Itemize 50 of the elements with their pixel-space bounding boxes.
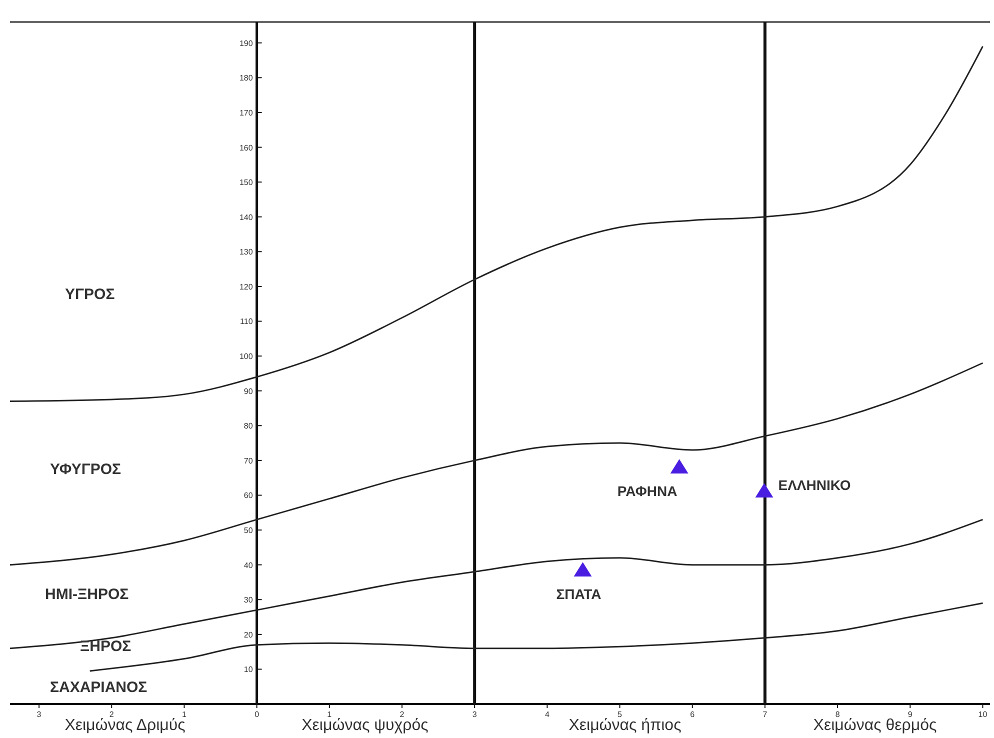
series-label: ΕΛΛΗΝΙΚΟ — [778, 476, 851, 493]
y-tick-label: 160 — [239, 143, 254, 152]
x-tick-label: 7 — [762, 710, 768, 719]
annotation: ΥΦΥΓΡΟΣ — [50, 460, 122, 478]
series-label: ΡΑΦΗΝΑ — [617, 482, 678, 499]
x-tick-label: 10 — [978, 710, 988, 719]
point — [755, 483, 774, 498]
annotation: ΞΗΡΟΣ — [80, 638, 132, 655]
x-tick-label: 0 — [254, 710, 260, 719]
x-tick-label: 8 — [835, 710, 840, 719]
x-tick-label: 1 — [327, 710, 332, 719]
y-tick-label: 70 — [244, 456, 254, 466]
y-tick-label: 170 — [239, 108, 254, 118]
y-tick-label: 40 — [244, 560, 254, 570]
annotation: ΥΓΡΟΣ — [65, 286, 115, 303]
point — [574, 562, 592, 576]
x-tick-label: 4 — [544, 710, 550, 719]
x-tick-label: 5 — [618, 710, 623, 719]
x-tick-label: 9 — [908, 710, 913, 719]
x-tick-label: 6 — [690, 710, 696, 719]
annotation: ΗΜΙ-ΞΗΡΟΣ — [45, 586, 129, 603]
x-tick-label: 3 — [36, 710, 42, 719]
y-tick-label: 100 — [239, 352, 254, 362]
point — [670, 459, 688, 474]
x-tick-label: 1 — [182, 710, 187, 719]
x-tick-label: 2 — [109, 710, 114, 719]
series-label: ΣΠΑΤΑ — [556, 586, 602, 602]
y-tick-label: 180 — [239, 74, 254, 83]
y-tick-label: 150 — [239, 178, 254, 188]
text: Χειμώνας θερμός — [813, 717, 938, 734]
line-series — [9, 518, 984, 650]
text: Χειμώνας ήπιος — [568, 717, 682, 734]
y-tick-label: 10 — [244, 665, 254, 674]
annotation: ΣΑΧΑΡΙΑΝΟΣ — [50, 678, 148, 696]
text: Χειμώνας ψυχρός — [302, 717, 429, 734]
y-tick-label: 90 — [244, 386, 254, 396]
y-tick-label: 50 — [244, 526, 254, 536]
y-tick-label: 80 — [244, 422, 254, 431]
y-tick-label: 120 — [239, 282, 254, 292]
line-series — [9, 46, 984, 402]
y-tick-label: 190 — [239, 38, 254, 48]
x-tick-label: 2 — [400, 710, 405, 719]
x-tick-label: 3 — [472, 710, 478, 719]
y-tick-label: 60 — [244, 491, 254, 500]
y-tick-label: 20 — [244, 630, 254, 640]
y-tick-label: 130 — [239, 248, 254, 257]
text: Χειμώνας Δριμύς — [64, 717, 186, 734]
y-tick-label: 140 — [239, 212, 254, 222]
y-tick-label: 110 — [240, 317, 254, 326]
y-tick-label: 30 — [244, 596, 254, 605]
